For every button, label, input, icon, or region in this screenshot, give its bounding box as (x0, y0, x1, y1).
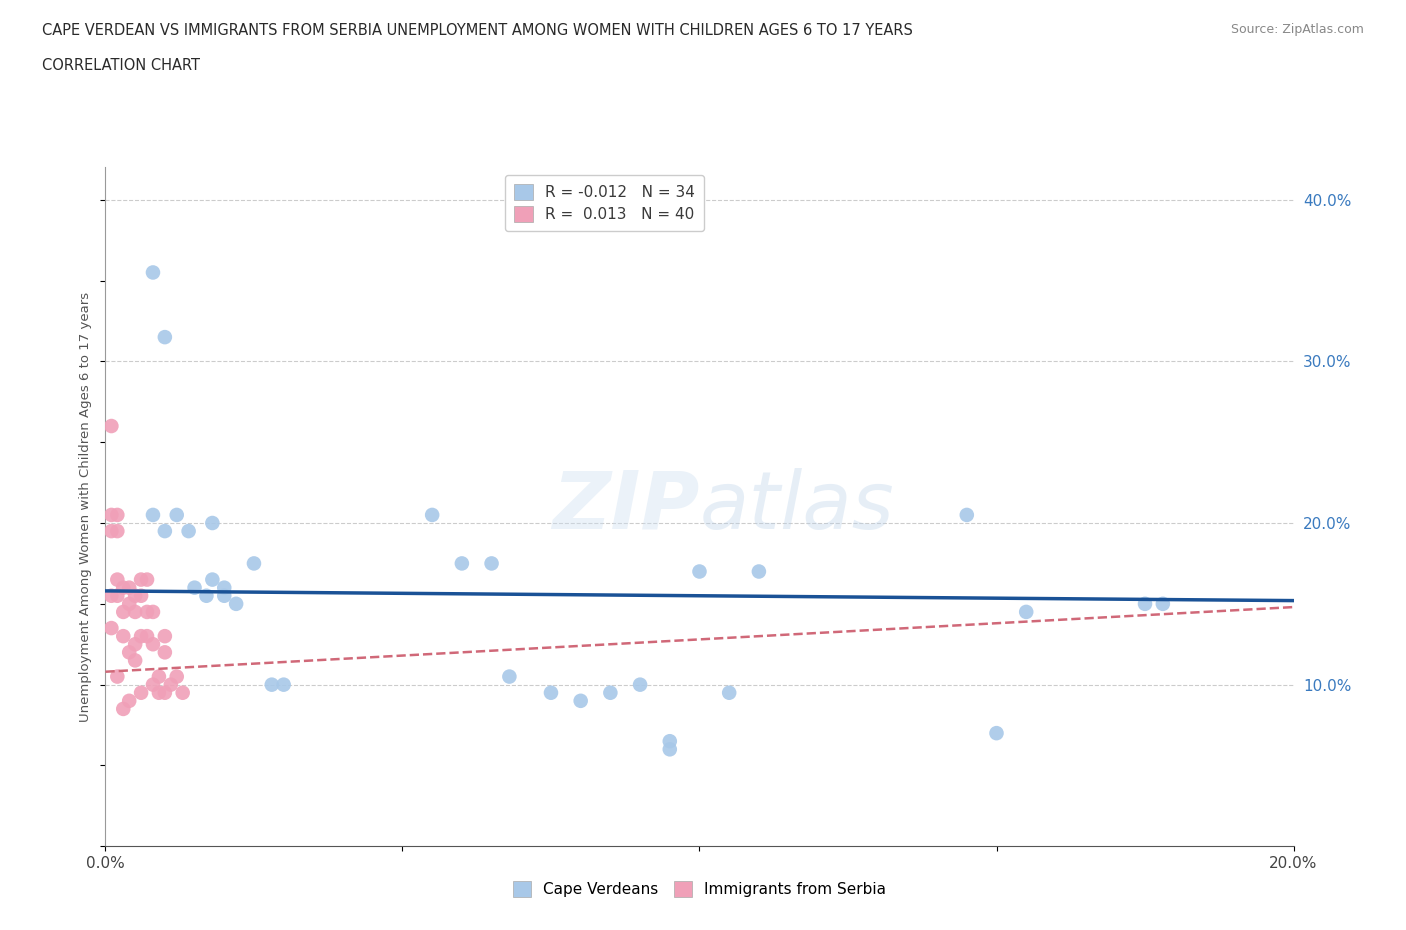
Point (153, 685, 176, 700)
Point (129, 629, 152, 644)
Point (118, 694, 141, 709)
Point (100, 524, 122, 538)
Point (105, 508, 128, 523)
Point (118, 644, 141, 659)
Point (148, 670, 170, 684)
Point (420, 508, 443, 523)
Point (183, 580, 205, 595)
Point (112, 629, 135, 644)
Text: atlas: atlas (700, 468, 894, 546)
Legend: Cape Verdeans, Immigrants from Serbia: Cape Verdeans, Immigrants from Serbia (506, 875, 893, 903)
Point (599, 685, 621, 700)
Point (201, 572, 224, 587)
Point (1015, 604, 1038, 619)
Point (153, 330, 176, 345)
Point (124, 589, 146, 604)
Point (136, 572, 159, 587)
Point (159, 677, 181, 692)
Point (100, 418, 122, 433)
Point (540, 685, 562, 700)
Point (100, 508, 122, 523)
Point (129, 589, 152, 604)
Point (201, 515, 224, 530)
Point (112, 580, 135, 595)
Point (118, 580, 141, 595)
Point (153, 644, 176, 659)
Point (112, 701, 135, 716)
Point (225, 596, 247, 611)
Point (1152, 596, 1174, 611)
Point (166, 508, 188, 523)
Point (129, 685, 152, 700)
Text: CORRELATION CHART: CORRELATION CHART (42, 58, 200, 73)
Point (136, 629, 159, 644)
Point (569, 694, 592, 709)
Point (142, 677, 165, 692)
Text: Source: ZipAtlas.com: Source: ZipAtlas.com (1230, 23, 1364, 36)
Point (112, 604, 135, 619)
Point (689, 565, 711, 579)
Point (142, 637, 165, 652)
Point (195, 589, 218, 604)
Point (142, 604, 165, 619)
Point (100, 620, 122, 635)
Point (142, 265, 165, 280)
Point (273, 677, 295, 692)
Point (481, 556, 503, 571)
Point (243, 556, 266, 571)
Point (118, 596, 141, 611)
Point (1133, 596, 1156, 611)
Point (105, 572, 128, 587)
Point (142, 508, 165, 523)
Point (124, 653, 146, 668)
Point (153, 629, 176, 644)
Point (628, 677, 651, 692)
Point (748, 565, 770, 579)
Point (124, 637, 146, 652)
Text: ZIP: ZIP (553, 468, 700, 546)
Point (450, 556, 472, 571)
Point (214, 589, 236, 604)
Y-axis label: Unemployment Among Women with Children Ages 6 to 17 years: Unemployment Among Women with Children A… (79, 292, 93, 722)
Point (986, 725, 1008, 740)
Point (105, 524, 128, 538)
Point (153, 524, 176, 538)
Point (129, 572, 152, 587)
Point (214, 580, 236, 595)
Point (172, 685, 194, 700)
Point (658, 742, 681, 757)
Point (136, 604, 159, 619)
Point (658, 734, 681, 749)
Text: CAPE VERDEAN VS IMMIGRANTS FROM SERBIA UNEMPLOYMENT AMONG WOMEN WITH CHILDREN AG: CAPE VERDEAN VS IMMIGRANTS FROM SERBIA U… (42, 23, 912, 38)
Point (105, 670, 128, 684)
Point (148, 685, 170, 700)
Point (105, 589, 128, 604)
Point (260, 677, 283, 692)
Point (498, 670, 520, 684)
Point (100, 589, 122, 604)
Point (177, 524, 200, 538)
Point (166, 670, 188, 684)
Point (956, 508, 979, 523)
Point (718, 685, 741, 700)
Point (124, 604, 146, 619)
